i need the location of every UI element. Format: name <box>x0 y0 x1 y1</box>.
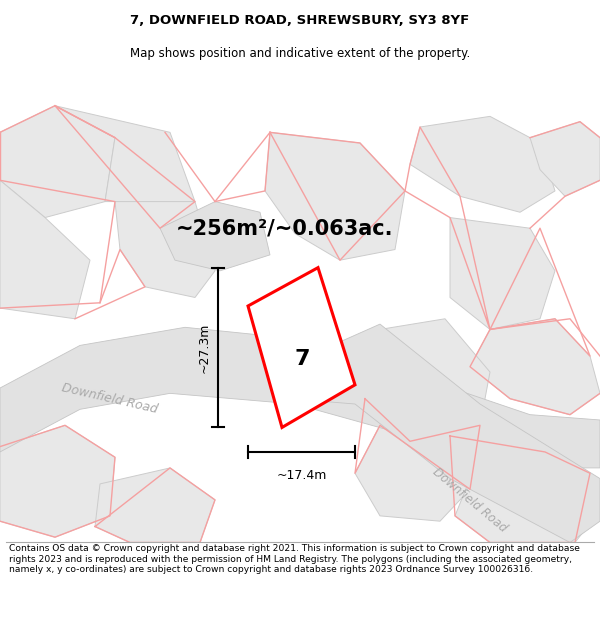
Text: Map shows position and indicative extent of the property.: Map shows position and indicative extent… <box>130 47 470 59</box>
Polygon shape <box>95 468 215 542</box>
Polygon shape <box>410 116 555 212</box>
Polygon shape <box>0 106 115 217</box>
Polygon shape <box>470 319 600 414</box>
Text: Downfield Road: Downfield Road <box>60 381 158 416</box>
Polygon shape <box>365 319 490 441</box>
Text: ~17.4m: ~17.4m <box>277 469 326 482</box>
Polygon shape <box>455 452 600 542</box>
Polygon shape <box>115 202 215 298</box>
Text: 7, DOWNFIELD ROAD, SHREWSBURY, SY3 8YF: 7, DOWNFIELD ROAD, SHREWSBURY, SY3 8YF <box>130 14 470 27</box>
Text: ~27.3m: ~27.3m <box>197 322 211 372</box>
Polygon shape <box>450 217 555 329</box>
Text: 7: 7 <box>294 349 310 369</box>
Text: ~256m²/~0.063ac.: ~256m²/~0.063ac. <box>176 218 394 238</box>
Text: Downfield Road: Downfield Road <box>430 465 509 534</box>
Polygon shape <box>265 132 405 260</box>
Polygon shape <box>355 425 470 521</box>
Polygon shape <box>55 106 195 228</box>
Polygon shape <box>0 328 600 468</box>
Text: Contains OS data © Crown copyright and database right 2021. This information is : Contains OS data © Crown copyright and d… <box>9 544 580 574</box>
Polygon shape <box>248 268 355 428</box>
Polygon shape <box>530 122 600 196</box>
Polygon shape <box>290 324 600 542</box>
Polygon shape <box>0 425 115 537</box>
Polygon shape <box>160 202 270 271</box>
Polygon shape <box>0 180 90 319</box>
